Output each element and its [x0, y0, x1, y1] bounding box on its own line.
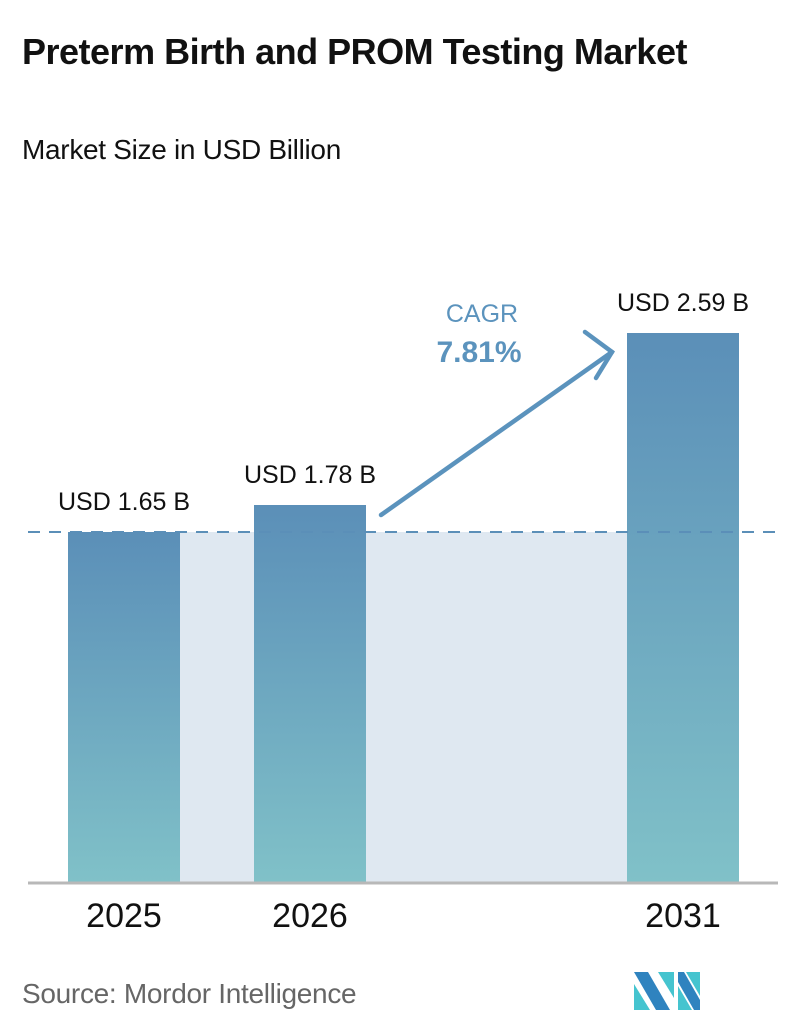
chart-title: Preterm Birth and PROM Testing Market: [22, 31, 687, 72]
x-tick-2031: 2031: [645, 897, 721, 935]
mordor-intelligence-logo-icon: [634, 972, 700, 1010]
source-text: Source: Mordor Intelligence: [22, 978, 357, 1009]
chart-subtitle: Market Size in USD Billion: [22, 134, 341, 165]
cagr-label: CAGR: [446, 300, 518, 328]
bar-2026: [254, 505, 366, 882]
cagr-arrow-icon: [378, 329, 615, 518]
bar-2031: [627, 333, 739, 882]
bar-label-2031: USD 2.59 B: [617, 289, 749, 317]
x-tick-2026: 2026: [272, 897, 348, 935]
x-tick-2025: 2025: [86, 897, 162, 935]
cagr-value: 7.81%: [436, 336, 521, 369]
bar-label-2026: USD 1.78 B: [244, 461, 376, 489]
bar-label-2025: USD 1.65 B: [58, 488, 190, 516]
bar-2025: [68, 532, 180, 882]
